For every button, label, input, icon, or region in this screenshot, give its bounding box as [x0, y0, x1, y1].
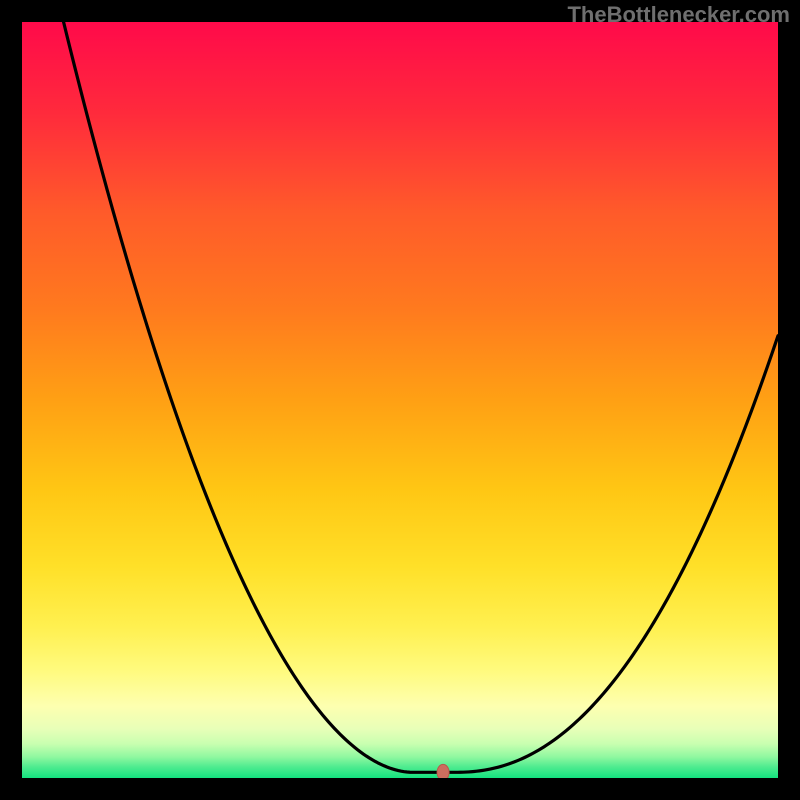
bottleneck-curve — [64, 22, 778, 772]
curve-layer — [22, 22, 778, 778]
watermark-text: TheBottlenecker.com — [567, 2, 790, 28]
plot-frame — [22, 22, 778, 778]
optimum-marker — [437, 764, 449, 778]
chart-stage: TheBottlenecker.com — [0, 0, 800, 800]
